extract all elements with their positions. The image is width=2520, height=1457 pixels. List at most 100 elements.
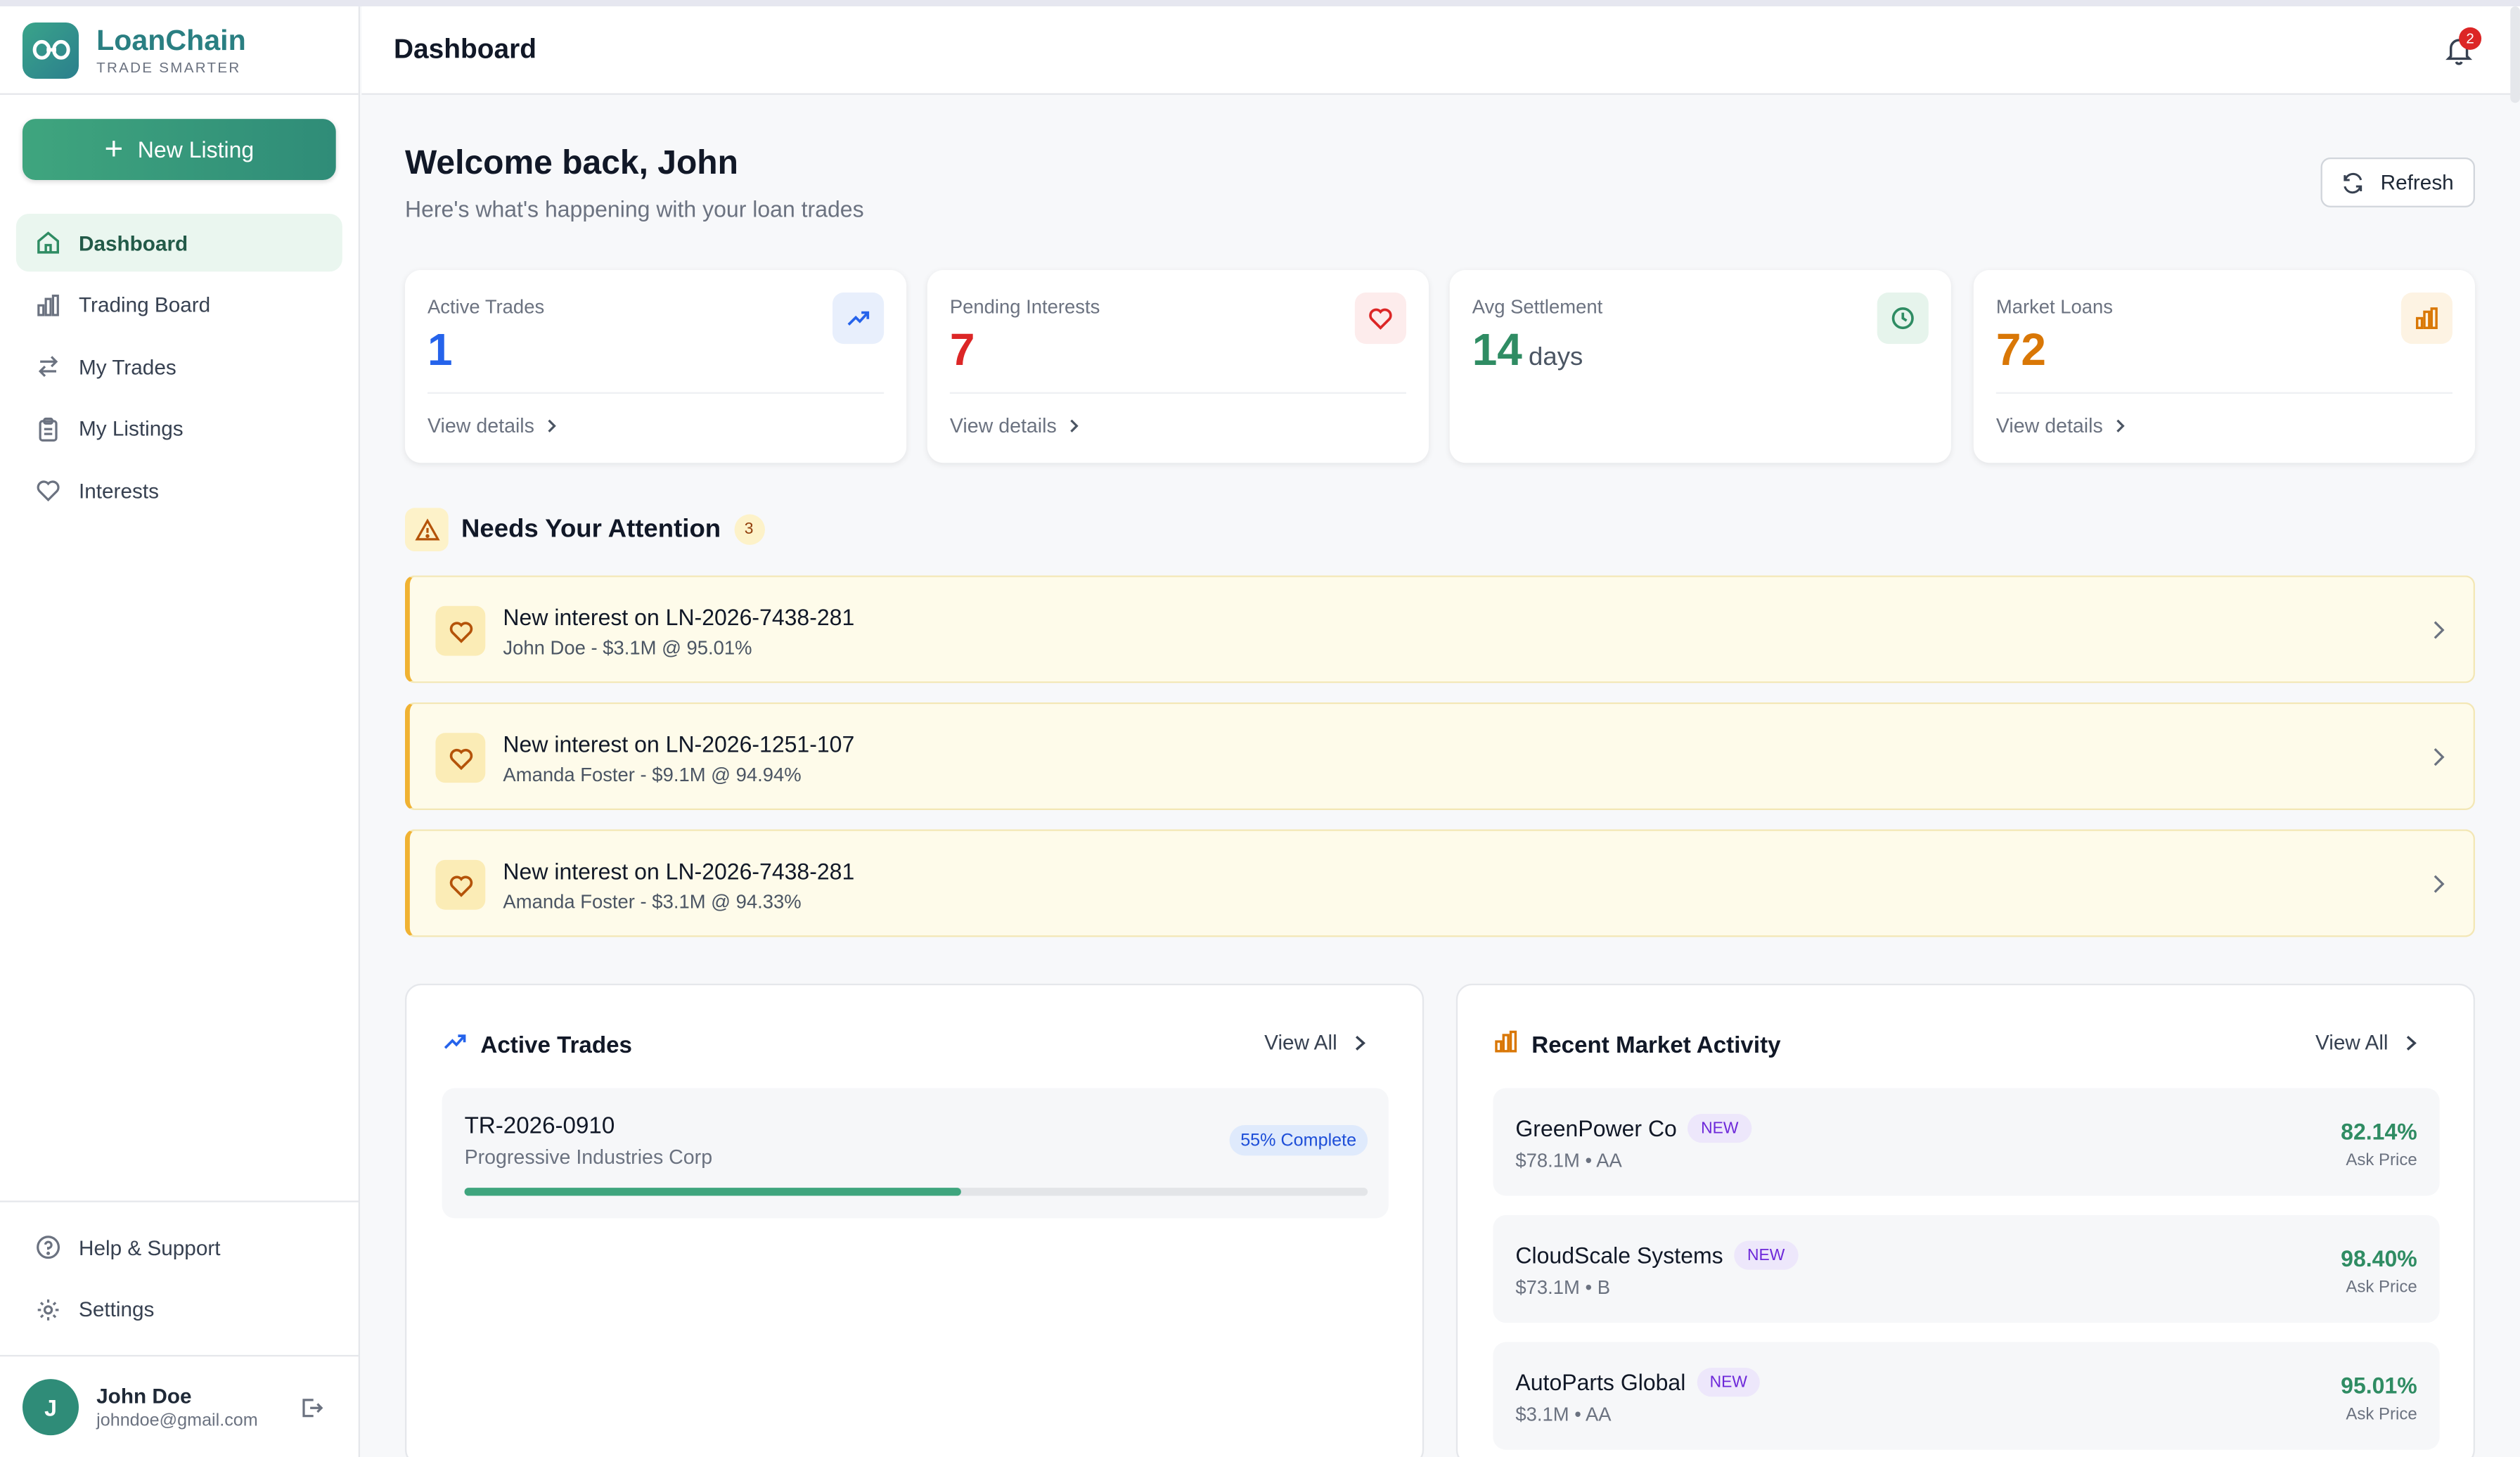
- sidebar-nav: Dashboard Trading Board My Trades My Lis…: [15, 213, 342, 524]
- chevron-right-icon: [544, 418, 560, 434]
- stat-label: Pending Interests: [949, 295, 1100, 319]
- sidebar-item-help-support[interactable]: Help & Support: [16, 1219, 342, 1276]
- attention-item[interactable]: New interest on LN-2026-7438-281 John Do…: [404, 575, 2475, 683]
- new-listing-button[interactable]: + New Listing: [22, 119, 336, 180]
- view-details-label: View details: [1995, 414, 2103, 437]
- market-company: CloudScale Systems: [1515, 1242, 1723, 1269]
- view-details-link[interactable]: View details: [1996, 415, 2129, 437]
- attention-header: Needs Your Attention 3: [404, 508, 764, 551]
- panel-title: Active Trades: [480, 1032, 632, 1059]
- clipboard-icon: [35, 416, 61, 442]
- new-badge: NEW: [1734, 1240, 1798, 1270]
- ask-price-label: Ask Price: [2346, 1404, 2417, 1425]
- sidebar-item-label: Dashboard: [78, 230, 188, 255]
- view-details-link[interactable]: View details: [950, 415, 1083, 437]
- chevron-right-icon: [1351, 1033, 1368, 1052]
- user-name: John Doe: [96, 1383, 192, 1408]
- stat-label: Avg Settlement: [1472, 295, 1603, 319]
- brand-logo-icon: [22, 21, 79, 78]
- bar-chart-icon: [35, 292, 61, 318]
- market-meta: $3.1M • AA: [1515, 1403, 1612, 1426]
- chevron-right-icon: [1067, 418, 1083, 434]
- chevron-right-icon: [2113, 418, 2129, 434]
- new-badge: NEW: [1697, 1368, 1761, 1397]
- refresh-label: Refresh: [2380, 170, 2454, 195]
- sidebar-item-label: Help & Support: [78, 1235, 221, 1259]
- attention-count-badge: 3: [733, 514, 764, 545]
- sidebar-item-label: Interests: [78, 478, 159, 503]
- trade-id: TR-2026-0910: [464, 1113, 615, 1140]
- stat-divider: [949, 392, 1406, 394]
- warning-triangle-icon: [404, 508, 449, 551]
- refresh-button[interactable]: Refresh: [2320, 157, 2475, 207]
- chevron-right-icon: [2403, 1033, 2419, 1052]
- view-all-label: View All: [2315, 1030, 2389, 1055]
- sidebar-item-label: My Listings: [78, 416, 184, 441]
- sidebar-item-label: My Trades: [78, 354, 176, 379]
- market-meta: $78.1M • AA: [1515, 1149, 1622, 1172]
- ask-price: 82.14%: [2341, 1118, 2417, 1145]
- home-icon: [35, 230, 61, 256]
- attention-title: Needs Your Attention: [461, 515, 721, 543]
- plus-icon: +: [104, 131, 124, 167]
- sidebar-item-settings[interactable]: Settings: [16, 1281, 342, 1338]
- stat-card-active-trades[interactable]: Active Trades 1 View details: [404, 269, 907, 463]
- stat-card-market-loans[interactable]: Market Loans 72 View details: [1973, 269, 2475, 463]
- sidebar-item-label: Trading Board: [78, 293, 211, 317]
- sidebar-item-my-trades[interactable]: My Trades: [16, 338, 342, 395]
- bar-chart-icon: [2400, 292, 2452, 345]
- market-item[interactable]: AutoParts Global NEW $3.1M • AA 95.01% As…: [1493, 1342, 2440, 1450]
- stat-value: 72: [1995, 324, 2047, 375]
- clock-icon: [1877, 292, 1929, 345]
- top-header: Dashboard 2: [361, 6, 2520, 95]
- avatar[interactable]: J: [22, 1379, 79, 1436]
- chevron-right-icon: [2429, 746, 2448, 769]
- attention-item-detail: Amanda Foster - $3.1M @ 94.33%: [503, 890, 802, 913]
- logout-icon[interactable]: [299, 1395, 325, 1429]
- attention-item[interactable]: New interest on LN-2026-1251-107 Amanda …: [404, 702, 2475, 810]
- sidebar-item-dashboard[interactable]: Dashboard: [15, 213, 342, 272]
- sidebar-item-my-listings[interactable]: My Listings: [16, 400, 342, 458]
- stat-label: Market Loans: [1995, 295, 2114, 319]
- trade-card[interactable]: TR-2026-0910 Progressive Industries Corp…: [442, 1088, 1389, 1219]
- panel-title: Recent Market Activity: [1531, 1032, 1781, 1059]
- view-details-link[interactable]: View details: [428, 415, 560, 437]
- progress-fill: [464, 1188, 962, 1196]
- stat-card-pending-interests[interactable]: Pending Interests 7 View details: [927, 269, 1429, 463]
- refresh-icon: [2342, 171, 2365, 193]
- page-title: Dashboard: [393, 33, 536, 65]
- top-border: [0, 0, 2520, 7]
- market-item[interactable]: CloudScale Systems NEW $73.1M • B 98.40% …: [1493, 1214, 2440, 1323]
- view-all-link[interactable]: View All: [2315, 1030, 2419, 1054]
- attention-item-detail: Amanda Foster - $9.1M @ 94.94%: [503, 763, 802, 786]
- stat-card-avg-settlement: Avg Settlement 14 days: [1449, 269, 1951, 463]
- heart-icon: [435, 859, 486, 910]
- stat-label: Active Trades: [427, 295, 545, 319]
- ask-price: 95.01%: [2341, 1372, 2417, 1399]
- market-company: AutoParts Global: [1515, 1369, 1686, 1395]
- view-all-label: View All: [1264, 1030, 1337, 1055]
- stat-value: 1: [427, 324, 453, 375]
- sidebar-item-interests[interactable]: Interests: [16, 462, 342, 520]
- brand-name: LoanChain: [96, 24, 246, 56]
- attention-item[interactable]: New interest on LN-2026-7438-281 Amanda …: [404, 829, 2475, 937]
- view-all-link[interactable]: View All: [1264, 1030, 1368, 1054]
- stat-value: 14 days: [1472, 325, 1583, 376]
- ask-price-label: Ask Price: [2346, 1150, 2417, 1170]
- heart-icon: [435, 605, 486, 656]
- attention-item-title: New interest on LN-2026-1251-107: [503, 731, 855, 757]
- sidebar-item-label: Settings: [78, 1297, 155, 1322]
- attention-item-detail: John Doe - $3.1M @ 95.01%: [503, 636, 752, 660]
- stat-number: 14: [1472, 324, 1522, 375]
- ask-price: 98.40%: [2341, 1245, 2417, 1271]
- scrollbar[interactable]: [2510, 6, 2520, 103]
- chevron-right-icon: [2429, 873, 2448, 895]
- swap-arrows-icon: [35, 354, 61, 380]
- sidebar-item-trading-board[interactable]: Trading Board: [16, 276, 342, 333]
- gear-icon: [35, 1297, 61, 1323]
- market-item[interactable]: GreenPower Co NEW $78.1M • AA 82.14% Ask …: [1493, 1088, 2440, 1196]
- brand[interactable]: LoanChain TRADE SMARTER: [0, 6, 359, 95]
- sidebar: LoanChain TRADE SMARTER + New Listing Da…: [0, 6, 360, 1457]
- attention-item-title: New interest on LN-2026-7438-281: [503, 604, 855, 630]
